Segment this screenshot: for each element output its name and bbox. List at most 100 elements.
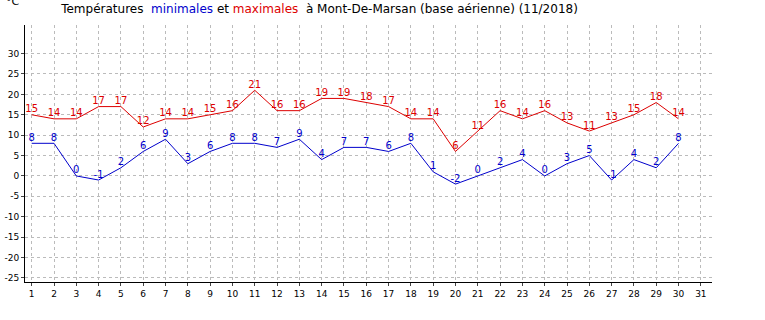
svg-text:14: 14: [405, 107, 418, 118]
svg-text:18: 18: [405, 289, 417, 299]
svg-text:14: 14: [159, 107, 172, 118]
svg-text:15: 15: [25, 103, 38, 114]
svg-text:-20: -20: [4, 253, 19, 263]
svg-text:26: 26: [584, 289, 596, 299]
svg-text:11: 11: [471, 120, 484, 131]
svg-text:1: 1: [430, 160, 436, 171]
svg-text:9: 9: [162, 128, 168, 139]
svg-text:16: 16: [538, 99, 551, 110]
svg-text:15: 15: [628, 103, 641, 114]
svg-text:-1: -1: [607, 169, 617, 180]
svg-text:14: 14: [316, 289, 328, 299]
svg-text:2: 2: [51, 289, 57, 299]
svg-text:0: 0: [13, 171, 19, 181]
svg-text:31: 31: [695, 289, 706, 299]
svg-text:8: 8: [252, 132, 258, 143]
svg-text:0: 0: [73, 164, 79, 175]
svg-text:0: 0: [542, 164, 548, 175]
svg-text:23: 23: [517, 289, 528, 299]
svg-text:13: 13: [605, 111, 618, 122]
svg-text:9: 9: [207, 289, 213, 299]
svg-text:7: 7: [163, 289, 169, 299]
svg-text:21: 21: [472, 289, 483, 299]
svg-text:17: 17: [383, 289, 394, 299]
svg-text:-15: -15: [4, 232, 19, 242]
svg-text:Températures minimales et max: Températures minimales et maximales à Mo…: [60, 2, 578, 16]
svg-text:6: 6: [452, 140, 458, 151]
svg-text:4: 4: [519, 148, 525, 159]
svg-text:2: 2: [497, 156, 503, 167]
svg-text:11: 11: [249, 289, 260, 299]
svg-text:-2: -2: [450, 173, 460, 184]
svg-text:27: 27: [606, 289, 617, 299]
svg-text:8: 8: [185, 289, 191, 299]
svg-text:14: 14: [427, 107, 440, 118]
svg-text:-5: -5: [10, 191, 19, 201]
svg-text:14: 14: [672, 107, 685, 118]
svg-text:24: 24: [539, 289, 551, 299]
svg-text:3: 3: [185, 152, 191, 163]
svg-text:20: 20: [8, 90, 20, 100]
svg-text:7: 7: [341, 136, 347, 147]
svg-text:11: 11: [583, 120, 596, 131]
svg-text:28: 28: [628, 289, 640, 299]
svg-text:0: 0: [475, 164, 481, 175]
svg-text:-1: -1: [94, 169, 104, 180]
svg-text:7: 7: [274, 136, 280, 147]
svg-text:meteo60.fr: meteo60.fr: [696, 0, 758, 2]
svg-text:13: 13: [294, 289, 305, 299]
svg-text:6: 6: [140, 140, 146, 151]
svg-text:8: 8: [408, 132, 414, 143]
svg-text:2: 2: [653, 156, 659, 167]
svg-text:15: 15: [338, 289, 349, 299]
svg-text:-10: -10: [4, 212, 19, 222]
svg-text:3: 3: [564, 152, 570, 163]
svg-text:17: 17: [92, 95, 105, 106]
svg-text:9: 9: [296, 128, 302, 139]
svg-text:19: 19: [427, 289, 439, 299]
svg-text:14: 14: [48, 107, 61, 118]
svg-text:16: 16: [226, 99, 239, 110]
svg-text:19: 19: [338, 87, 351, 98]
svg-text:14: 14: [70, 107, 83, 118]
svg-text:22: 22: [494, 289, 505, 299]
svg-text:17: 17: [382, 95, 395, 106]
svg-text:10: 10: [227, 289, 239, 299]
svg-text:21: 21: [248, 79, 261, 90]
svg-text:30: 30: [8, 49, 20, 59]
svg-text:10: 10: [8, 130, 20, 140]
svg-text:4: 4: [318, 148, 324, 159]
svg-text:3: 3: [73, 289, 79, 299]
svg-text:16: 16: [293, 99, 306, 110]
svg-text:°C: °C: [6, 0, 20, 8]
svg-text:5: 5: [13, 151, 19, 161]
svg-text:12: 12: [271, 289, 282, 299]
svg-text:18: 18: [360, 91, 373, 102]
svg-text:15: 15: [8, 110, 19, 120]
svg-text:15: 15: [204, 103, 217, 114]
svg-text:2: 2: [118, 156, 124, 167]
svg-text:30: 30: [673, 289, 685, 299]
svg-text:6: 6: [385, 140, 391, 151]
svg-text:16: 16: [361, 289, 373, 299]
svg-text:16: 16: [494, 99, 507, 110]
svg-text:14: 14: [181, 107, 194, 118]
svg-text:4: 4: [96, 289, 102, 299]
svg-text:19: 19: [315, 87, 328, 98]
svg-text:29: 29: [651, 289, 663, 299]
svg-text:8: 8: [29, 132, 35, 143]
svg-text:25: 25: [8, 69, 19, 79]
svg-text:8: 8: [675, 132, 681, 143]
svg-text:6: 6: [140, 289, 146, 299]
svg-text:8: 8: [51, 132, 57, 143]
svg-text:4: 4: [631, 148, 637, 159]
svg-text:12: 12: [137, 115, 150, 126]
svg-text:-25: -25: [4, 273, 19, 283]
svg-text:20: 20: [450, 289, 462, 299]
svg-text:13: 13: [561, 111, 574, 122]
svg-text:16: 16: [271, 99, 284, 110]
svg-text:18: 18: [650, 91, 663, 102]
svg-text:8: 8: [229, 132, 235, 143]
svg-text:25: 25: [561, 289, 572, 299]
svg-text:5: 5: [586, 144, 592, 155]
